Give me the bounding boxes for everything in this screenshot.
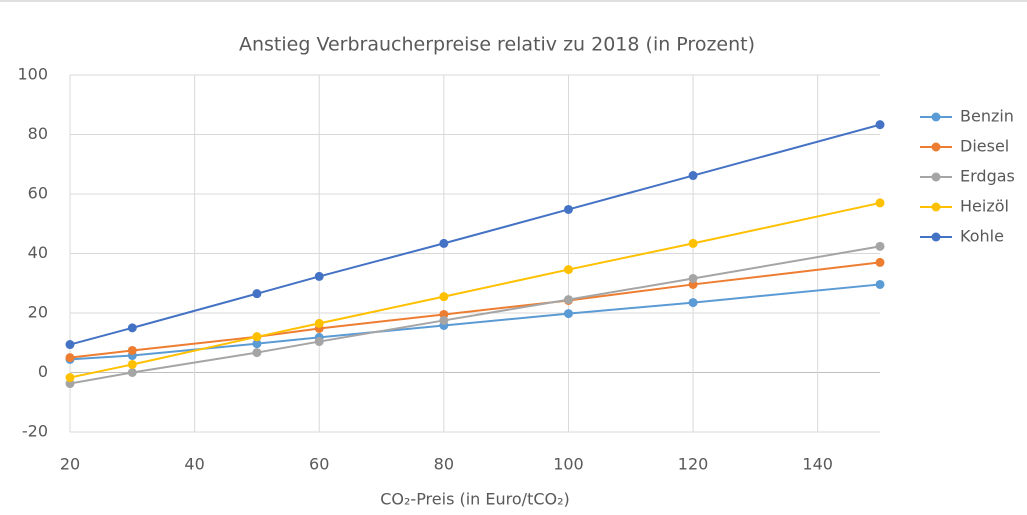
- data-point: [688, 171, 698, 181]
- data-point: [563, 204, 573, 214]
- chart-title: Anstieg Verbraucherpreise relativ zu 201…: [239, 34, 755, 56]
- series-line: [69, 261, 881, 359]
- data-point: [875, 120, 885, 130]
- data-point: [439, 315, 449, 325]
- data-point: [688, 273, 698, 283]
- x-tick-label: 120: [678, 455, 709, 474]
- legend-swatch-marker: [931, 232, 941, 242]
- data-point: [314, 337, 324, 347]
- legend-label: Erdgas: [960, 167, 1015, 186]
- legend-label: Heizöl: [960, 197, 1009, 216]
- legend-swatch-marker: [931, 202, 941, 212]
- x-tick-label: 60: [309, 455, 329, 474]
- series-line: [69, 283, 881, 361]
- data-point: [563, 265, 573, 275]
- data-point: [252, 332, 262, 342]
- data-point: [252, 339, 262, 349]
- legend-label: Diesel: [960, 137, 1009, 156]
- data-point: [563, 295, 573, 305]
- x-tick-label: 100: [553, 455, 584, 474]
- series-line: [69, 201, 881, 379]
- legend-swatch-marker: [931, 142, 941, 152]
- data-point: [127, 368, 137, 377]
- data-point: [65, 373, 75, 383]
- data-point: [252, 348, 262, 358]
- y-tick-label: 100: [17, 65, 48, 84]
- y-tick-label: 60: [28, 184, 48, 203]
- data-point: [688, 238, 698, 248]
- y-tick-label: 40: [28, 243, 48, 262]
- y-tick-label: 0: [38, 362, 48, 381]
- x-tick-label: 140: [802, 455, 833, 474]
- data-point: [252, 289, 262, 299]
- data-point: [875, 241, 885, 251]
- x-tick-label: 80: [434, 455, 454, 474]
- data-point: [875, 198, 885, 208]
- legend-label: Benzin: [960, 107, 1014, 126]
- legend-label: Kohle: [960, 227, 1004, 246]
- data-point: [439, 238, 449, 248]
- x-tick-label: 20: [60, 455, 80, 474]
- data-point: [875, 257, 885, 267]
- legend-swatch-marker: [931, 172, 941, 182]
- data-point: [65, 353, 75, 363]
- data-point: [314, 318, 324, 328]
- y-tick-label: 80: [28, 124, 48, 143]
- series-line: [69, 123, 881, 346]
- y-tick-label: 20: [28, 303, 48, 322]
- data-point: [314, 271, 324, 281]
- x-tick-label: 40: [184, 455, 204, 474]
- data-point: [65, 340, 75, 350]
- data-point: [127, 359, 137, 369]
- data-point: [127, 345, 137, 355]
- data-point: [127, 323, 137, 333]
- series-line: [69, 245, 881, 385]
- x-axis-label: CO₂-Preis (in Euro/tCO₂): [380, 490, 570, 509]
- data-point: [439, 292, 449, 302]
- legend-swatch-marker: [931, 112, 941, 122]
- data-point: [875, 279, 885, 289]
- y-tick-label: -20: [22, 422, 48, 441]
- data-point: [563, 309, 573, 319]
- data-point: [688, 298, 698, 308]
